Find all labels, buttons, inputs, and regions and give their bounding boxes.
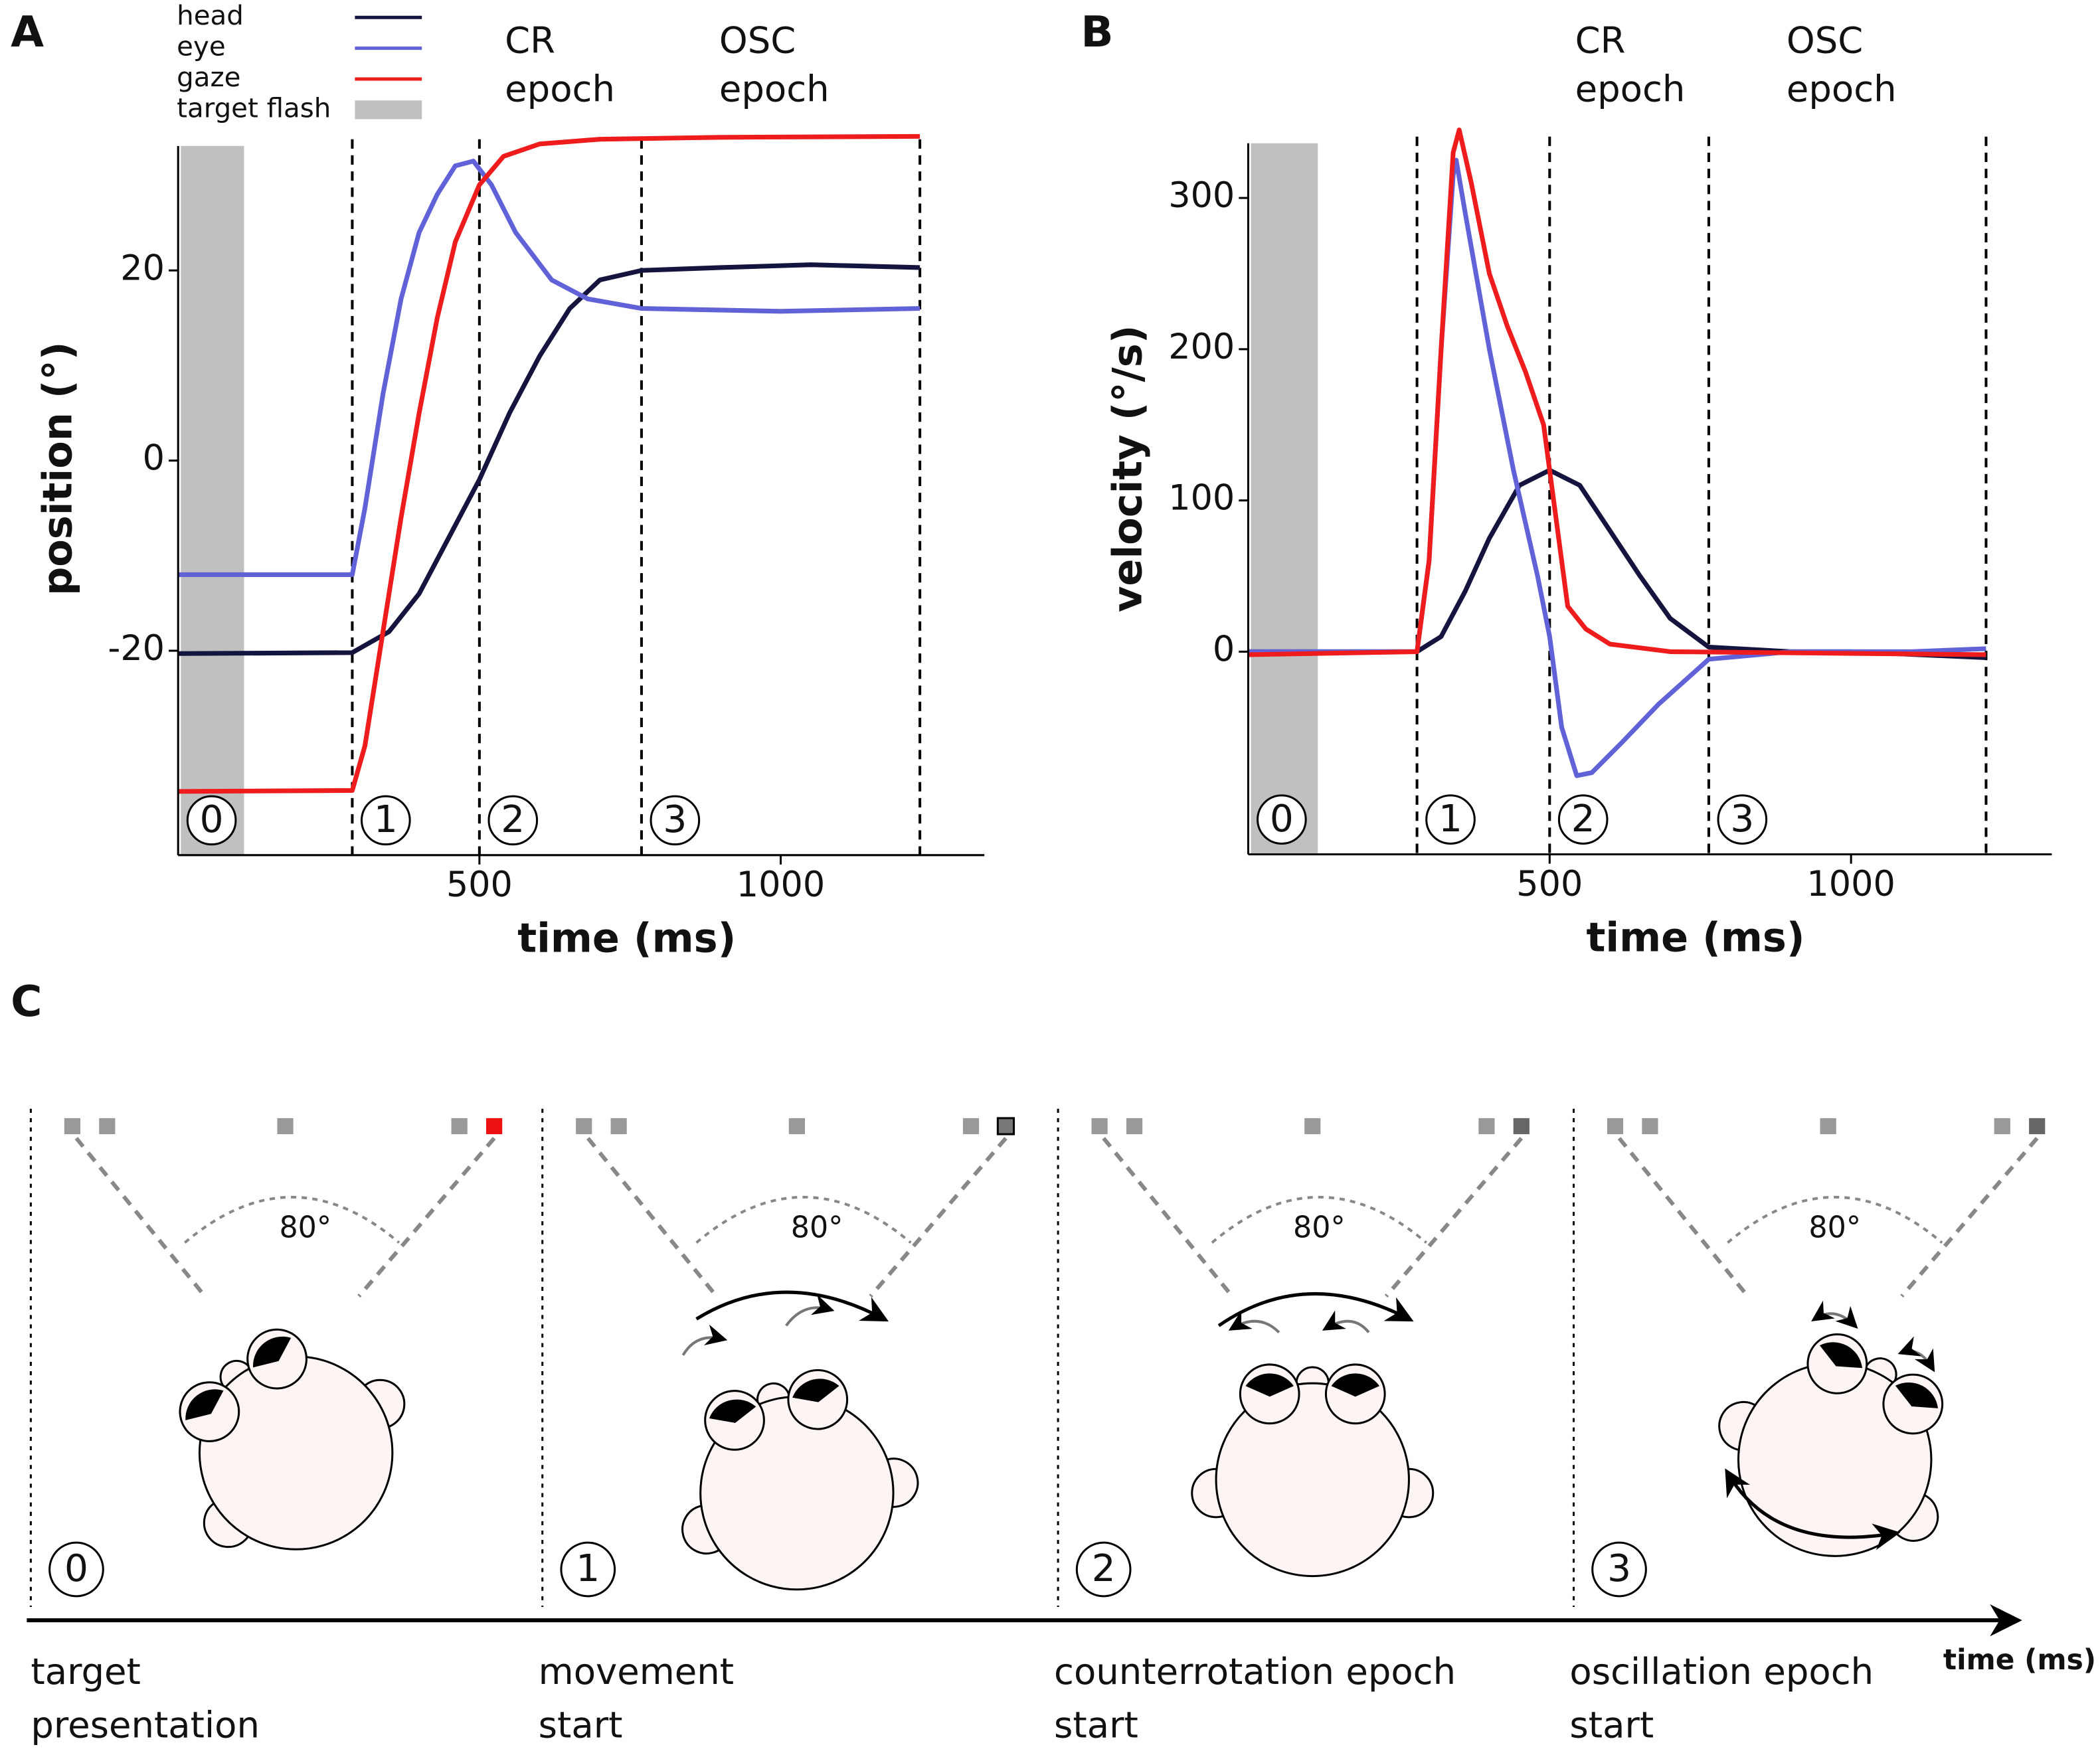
target (996, 1117, 1015, 1135)
epoch-annotation: epoch (505, 67, 615, 110)
x-tick-label: 1000 (1806, 864, 1895, 904)
angle-label: 80° (279, 1211, 331, 1244)
y-tick-label: 20 (120, 248, 165, 288)
epoch-number: 1 (374, 798, 398, 841)
series-line (178, 159, 920, 577)
caption: start (1569, 1704, 1654, 1746)
legend-label: gaze (177, 62, 240, 93)
epoch-circle (1717, 794, 1768, 845)
epoch-circle (1257, 794, 1307, 845)
epoch-number: 2 (1571, 797, 1595, 841)
series-line (178, 262, 920, 656)
y-tick-label: -20 (108, 628, 165, 669)
epoch-circle (1557, 794, 1609, 845)
epoch-circle (650, 795, 701, 846)
frame: 80° 0 target presentation (31, 1109, 503, 1746)
epoch-number: 3 (1730, 797, 1754, 841)
angle-label: 80° (1808, 1211, 1861, 1244)
panel-label: B (1081, 7, 1113, 57)
caption: presentation (31, 1704, 260, 1746)
legend-swatch (355, 100, 422, 120)
caption: oscillation epoch (1569, 1650, 1874, 1693)
epoch-annotation: CR (505, 19, 555, 62)
epoch-annotation: epoch (1575, 67, 1686, 110)
y-axis-label: velocity (°/s) (1105, 325, 1152, 612)
epoch-annotation: epoch (719, 67, 830, 110)
epoch-circle (487, 795, 539, 846)
caption: target (31, 1650, 141, 1693)
frame-number: 0 (64, 1547, 88, 1590)
epoch-number: 0 (200, 798, 224, 841)
target (2029, 1118, 2046, 1135)
y-tick-label: 0 (1213, 629, 1235, 669)
series-line (1248, 127, 1986, 657)
caption: start (1054, 1704, 1138, 1746)
epoch-number: 0 (1270, 797, 1294, 841)
target (486, 1118, 503, 1135)
frame-number: 3 (1607, 1547, 1631, 1590)
x-axis-label: time (ms) (1586, 914, 1804, 961)
target-flash (181, 145, 244, 855)
frame: 80° 2 counterrotation epoch start (1054, 1109, 1530, 1746)
frame-number: 2 (1092, 1547, 1116, 1590)
x-axis-label: time (ms) (517, 915, 736, 961)
target-flash (1251, 143, 1318, 855)
y-tick-label: 0 (143, 438, 165, 479)
panel-label: C (11, 977, 42, 1027)
x-tick-label: 1000 (737, 865, 825, 905)
frame: 80° 3 oscillation epoch start (1569, 1109, 2046, 1746)
epoch-number: 3 (663, 798, 687, 841)
series-line (1248, 157, 1986, 778)
caption: counterrotation epoch (1054, 1650, 1456, 1693)
epoch-number: 2 (501, 798, 525, 841)
caption: start (539, 1704, 623, 1746)
legend-label: target flash (177, 92, 331, 124)
angle-label: 80° (791, 1211, 843, 1244)
epoch-circle (1425, 794, 1476, 845)
epoch-annotation: OSC (719, 19, 796, 62)
epoch-circle (186, 795, 237, 846)
angle-label: 80° (1293, 1211, 1346, 1244)
series-line (178, 133, 920, 794)
target (1513, 1118, 1530, 1135)
y-tick-label: 100 (1168, 478, 1235, 519)
epoch-annotation: CR (1575, 19, 1626, 62)
frame: 80° 1 movement start (539, 1109, 1015, 1746)
series-line (1248, 467, 1986, 661)
y-axis-label: position (°) (35, 342, 81, 596)
legend-label: eye (177, 31, 225, 62)
epoch-number: 1 (1439, 797, 1462, 841)
frame-number: 1 (576, 1547, 600, 1590)
epoch-circle (361, 795, 411, 846)
y-tick-label: 200 (1168, 327, 1235, 367)
caption: movement (539, 1650, 734, 1693)
epoch-annotation: OSC (1787, 19, 1863, 62)
time-axis-label: time (ms) (1943, 1643, 2096, 1676)
x-tick-label: 500 (446, 865, 513, 905)
x-tick-label: 500 (1516, 864, 1583, 904)
panel-label: A (11, 7, 44, 57)
epoch-annotation: epoch (1787, 67, 1897, 110)
legend-label: head (177, 0, 244, 31)
y-tick-label: 300 (1168, 175, 1235, 216)
